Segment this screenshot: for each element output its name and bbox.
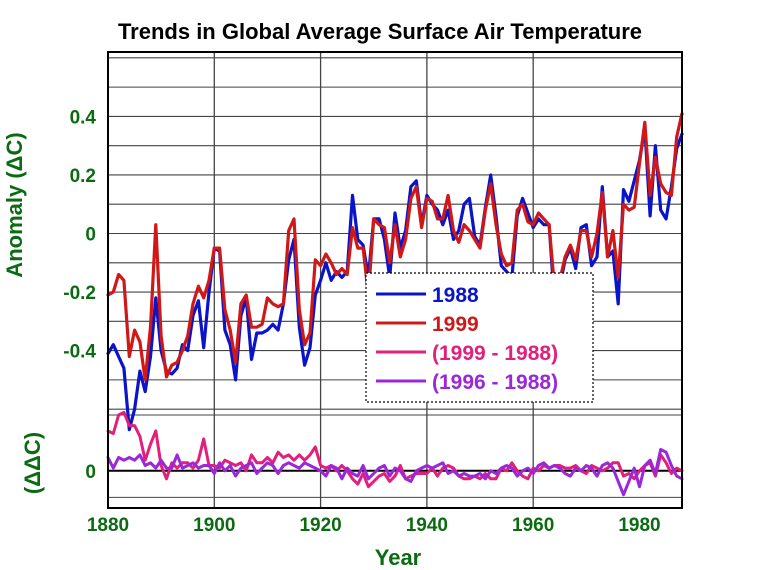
legend: 1988 1999 (1999 - 1988) (1996 - 1988)	[365, 272, 594, 403]
x-tick-label: 1920	[299, 515, 341, 536]
series-line-1988	[106, 126, 684, 432]
plot-frame	[107, 51, 683, 509]
series-line-1996-1988	[106, 448, 684, 497]
legend-label: (1996 - 1988)	[432, 371, 558, 394]
x-tick-label: 1880	[87, 515, 129, 536]
y-tick-label: 0.4	[70, 107, 97, 128]
legend-label: 1988	[432, 284, 479, 307]
y-tick-label: -0.2	[63, 283, 96, 304]
bottom-y-tick-labels: 0	[85, 462, 96, 483]
top-y-tick-labels: 0.4 0.2 0 -0.2 -0.4	[63, 107, 96, 362]
legend-label: (1999 - 1988)	[432, 342, 558, 365]
top-panel-series	[106, 111, 684, 432]
x-tick-label: 1980	[618, 515, 660, 536]
legend-label: 1999	[432, 313, 479, 336]
x-tick-label: 1940	[406, 515, 448, 536]
chart-title: Trends in Global Average Surface Air Tem…	[118, 19, 642, 44]
y-tick-label: 0.2	[70, 166, 96, 187]
y-axis-label-bottom: (ΔΔC)	[20, 432, 45, 494]
y-tick-label: -0.4	[63, 342, 96, 363]
x-tick-label: 1900	[193, 515, 235, 536]
y-axis-label-top: Anomaly (ΔC)	[2, 132, 27, 277]
y-tick-label: 0	[85, 225, 96, 246]
x-tick-label: 1960	[512, 515, 554, 536]
x-axis-label: Year	[375, 545, 422, 570]
series-line-1999-1988	[106, 410, 684, 489]
x-tick-labels: 1880 1900 1920 1940 1960 1980	[87, 515, 661, 536]
series-line-1999	[106, 111, 684, 382]
bottom-panel-series	[106, 410, 684, 497]
y-tick-label-bottom: 0	[85, 462, 96, 483]
